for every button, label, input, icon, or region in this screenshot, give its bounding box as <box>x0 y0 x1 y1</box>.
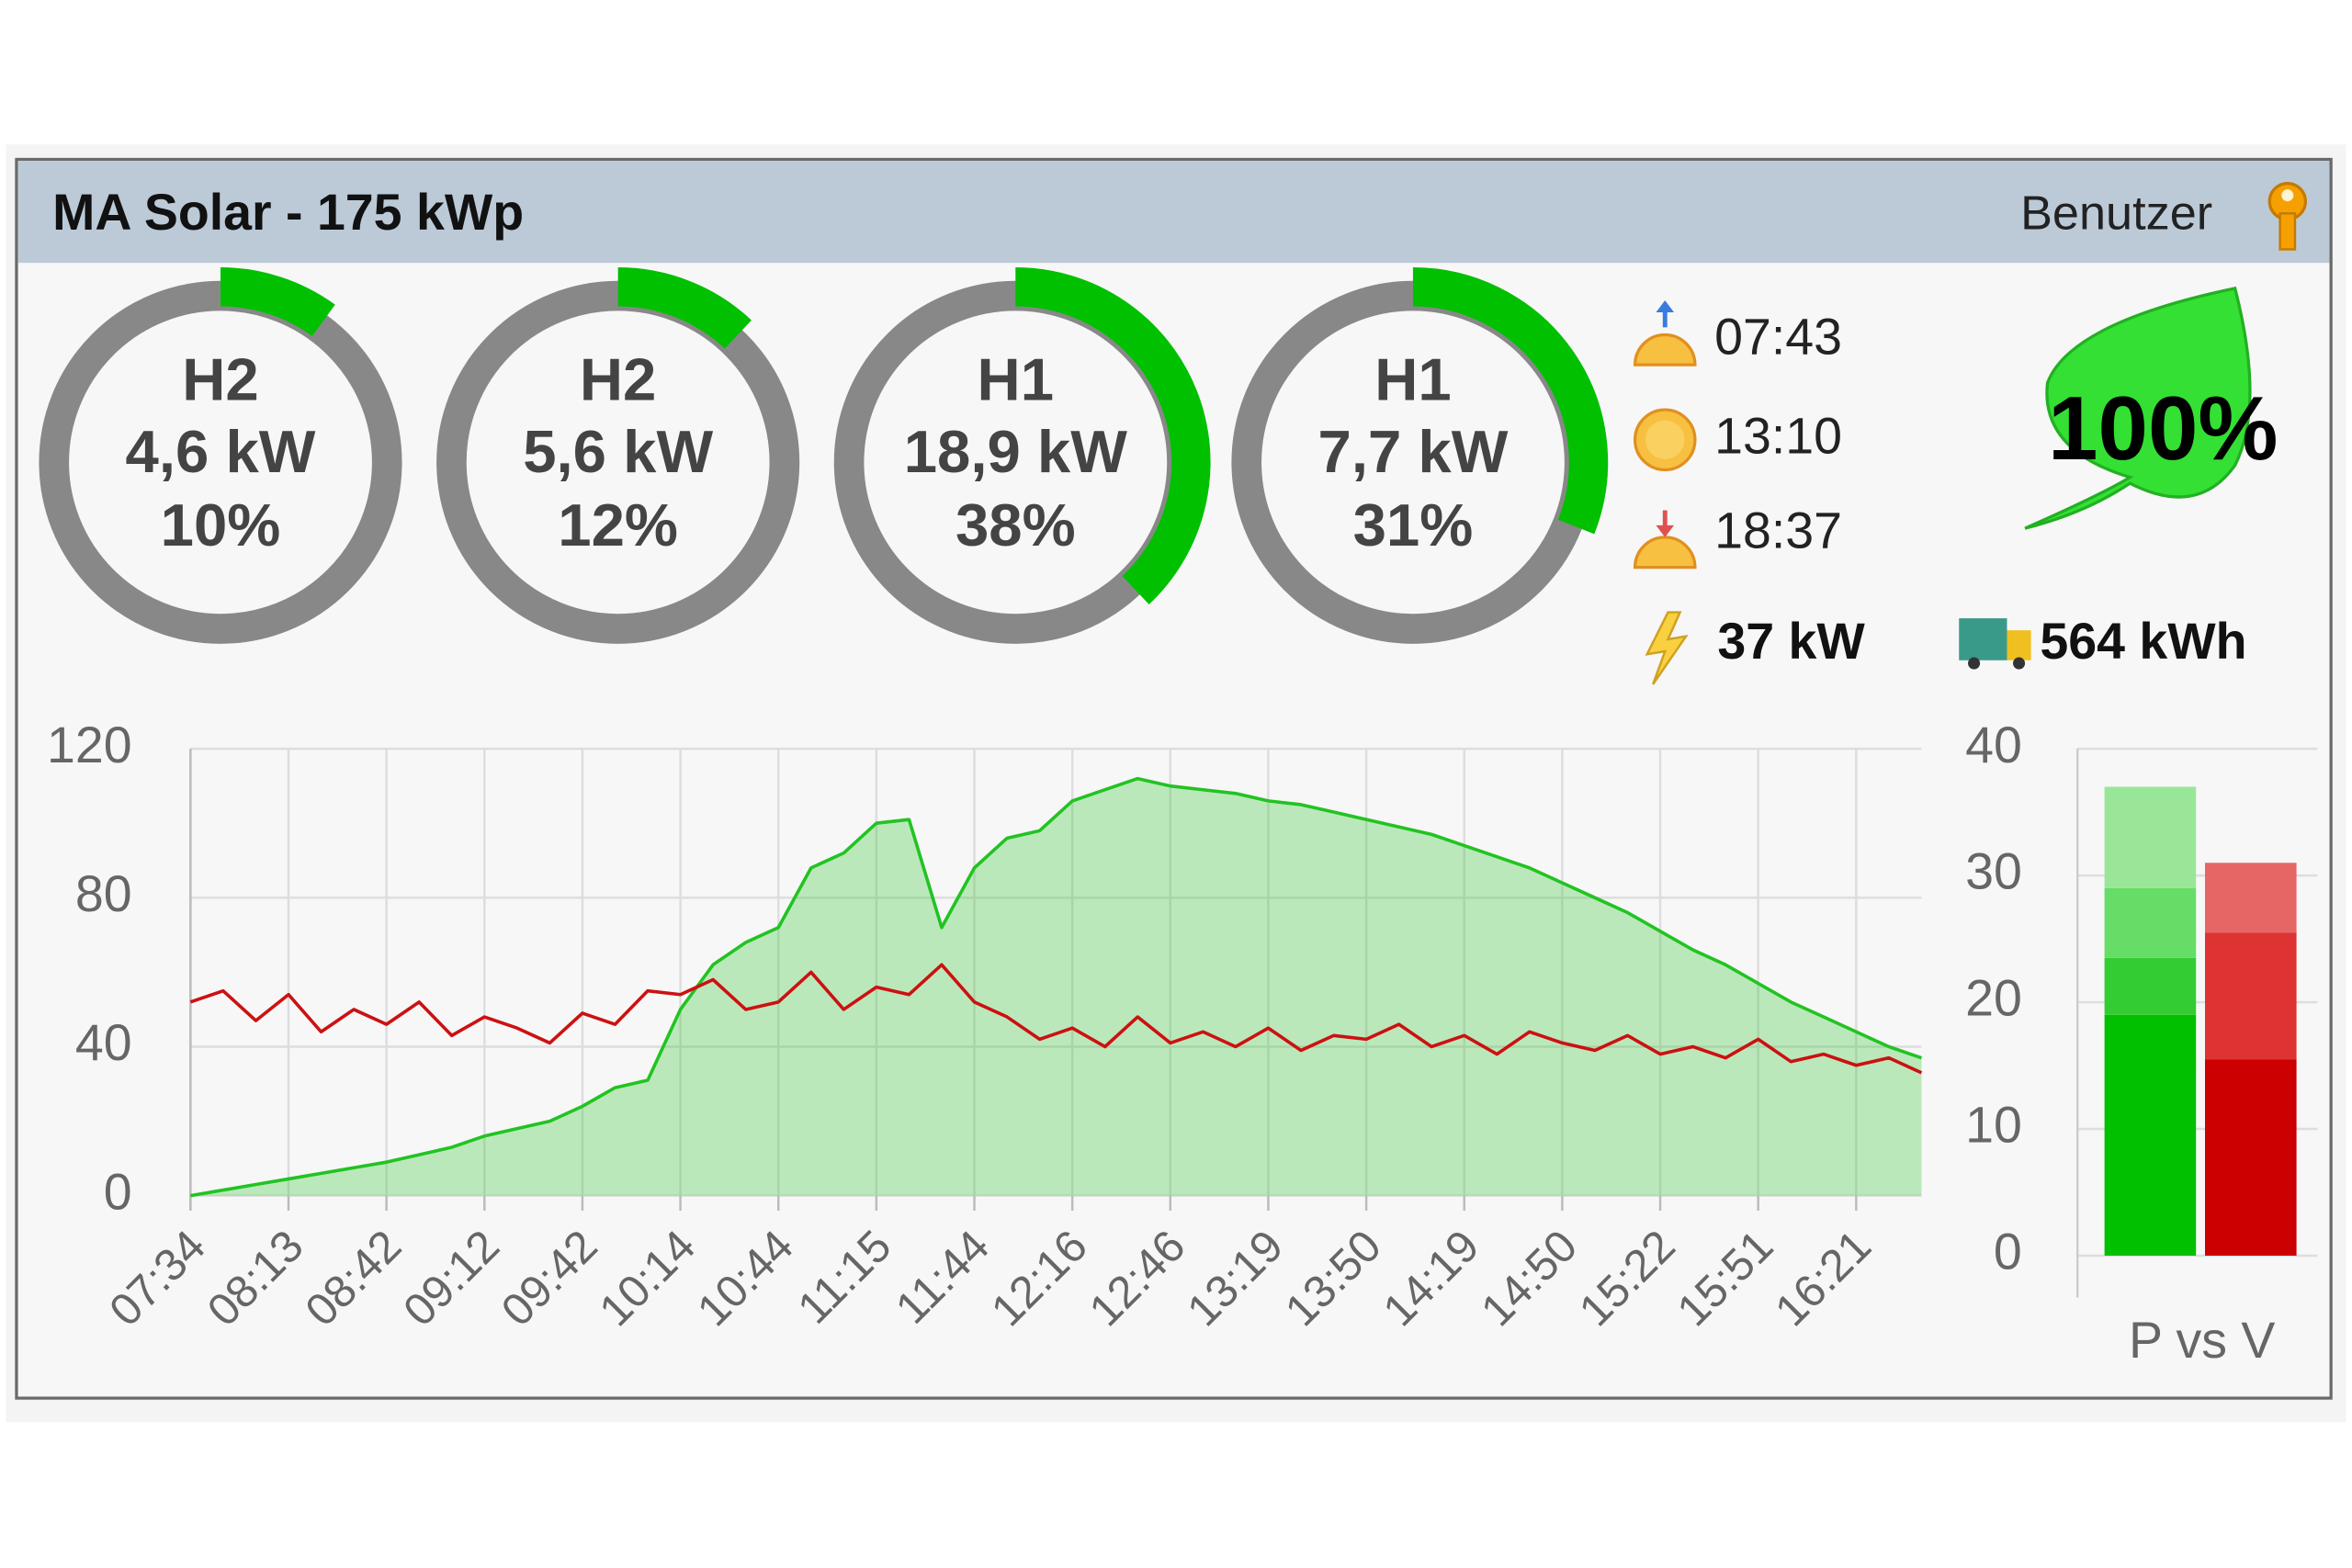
y-tick-label: 30 <box>1965 843 2022 900</box>
line <box>190 776 1923 1198</box>
gauge-percent: 12% <box>558 491 678 558</box>
bar-segment <box>2104 1014 2197 1256</box>
bar-segment <box>2205 863 2297 933</box>
gauge-percent: 38% <box>956 491 1076 558</box>
daily-energy: 564 kWh <box>2040 613 2246 670</box>
bar-segment <box>2205 1059 2297 1256</box>
gauge-arc <box>617 267 752 349</box>
gauge-power: 18,9 kW <box>904 418 1128 485</box>
sunset-icon <box>1633 510 1697 570</box>
x-axis-label: P vs V <box>2129 1312 2275 1369</box>
bar-segment <box>2104 786 2197 888</box>
current-power: 37 kW <box>1717 613 1865 670</box>
y-tick-label: 0 <box>104 1163 132 1220</box>
noon-time: 13:10 <box>1714 407 1842 464</box>
gauge-arc <box>1412 267 1609 535</box>
sun-icon <box>1633 408 1697 472</box>
user-link[interactable]: Benutzer <box>2020 186 2212 240</box>
area <box>190 778 1922 1196</box>
gauge-percent: 10% <box>161 491 281 558</box>
gauge-percent: 31% <box>1353 491 1474 558</box>
gauge-name: H2 <box>182 346 258 413</box>
gauge-power: 7,7 kW <box>1318 418 1509 485</box>
bar-chart: 0 10 20 30 40 P vs V <box>1965 716 2318 1369</box>
truck-icon <box>1959 618 2031 670</box>
y-tick-label: 0 <box>1994 1224 2022 1280</box>
key-icon[interactable] <box>2267 181 2308 251</box>
sunrise-time: 07:43 <box>1714 309 1842 366</box>
y-tick-label: 20 <box>1965 970 2022 1027</box>
power-icon <box>1645 611 1689 685</box>
gauge-name: H1 <box>978 346 1054 413</box>
key-shaft <box>2278 212 2297 251</box>
bar-segment <box>2104 957 2197 1015</box>
gauge-name: H1 <box>1374 346 1451 413</box>
key-hole <box>2281 189 2294 202</box>
panel-title: MA Solar - 175 kWp <box>52 184 524 241</box>
panel-header <box>17 161 2330 264</box>
y-tick-label: 120 <box>47 716 132 773</box>
y-tick-label: 40 <box>75 1014 132 1071</box>
gauge-name: H2 <box>580 346 656 413</box>
autarky-label: 100% <box>2048 378 2278 479</box>
gauge-arc <box>1015 267 1211 604</box>
gauge-power: 4,6 kW <box>126 418 316 485</box>
gauge-arc <box>220 267 335 337</box>
leaf-icon <box>2024 286 2252 530</box>
y-tick-label: 10 <box>1965 1097 2022 1154</box>
gauge-power: 5,6 kW <box>523 418 713 485</box>
bar-segment <box>2104 887 2197 958</box>
bar-segment <box>2205 932 2297 1060</box>
line <box>189 963 1923 1075</box>
sunrise-icon <box>1633 299 1697 367</box>
y-tick-label: 80 <box>75 865 132 922</box>
y-tick-label: 40 <box>1965 716 2022 773</box>
sunset-time: 18:37 <box>1714 502 1842 558</box>
panel <box>15 157 2333 1400</box>
